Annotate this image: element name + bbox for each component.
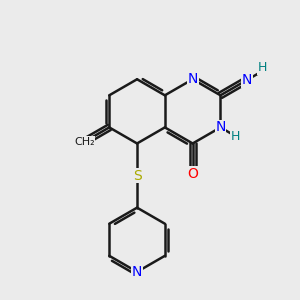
Text: S: S [133,169,141,183]
Text: N: N [188,72,198,86]
Text: CH₂: CH₂ [74,137,94,147]
Text: H: H [231,130,240,143]
Text: N: N [132,265,142,279]
Text: N: N [215,120,226,134]
Text: H: H [257,61,267,74]
Text: O: O [187,167,198,181]
Text: N: N [242,73,252,87]
